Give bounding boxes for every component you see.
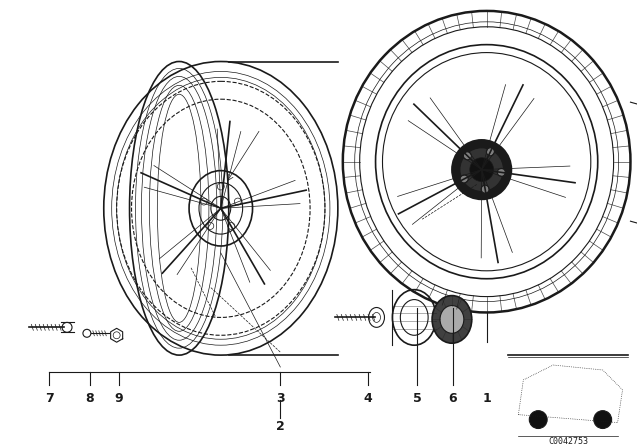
Text: 1: 1: [483, 392, 491, 405]
Text: 6: 6: [449, 392, 457, 405]
Ellipse shape: [452, 140, 511, 199]
Text: 8: 8: [86, 392, 94, 405]
Text: 7: 7: [45, 392, 54, 405]
Circle shape: [529, 411, 547, 429]
Ellipse shape: [432, 296, 472, 343]
Text: 3: 3: [276, 392, 285, 405]
Circle shape: [481, 185, 489, 193]
Text: 2: 2: [276, 420, 285, 433]
Text: 4: 4: [364, 392, 372, 405]
Circle shape: [460, 175, 468, 183]
Ellipse shape: [440, 306, 464, 333]
Ellipse shape: [460, 148, 504, 191]
Text: 5: 5: [413, 392, 422, 405]
Text: 9: 9: [115, 392, 123, 405]
Text: C0042753: C0042753: [548, 437, 588, 447]
Circle shape: [497, 168, 506, 177]
Circle shape: [486, 148, 494, 156]
Circle shape: [594, 411, 612, 429]
Ellipse shape: [470, 158, 493, 181]
Circle shape: [463, 152, 472, 160]
